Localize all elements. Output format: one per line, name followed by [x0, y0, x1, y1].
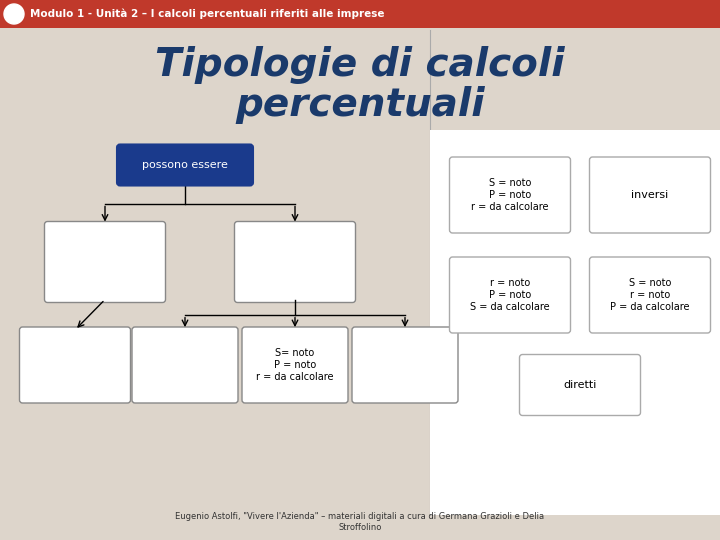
Text: Modulo 1 - Unità 2 – I calcoli percentuali riferiti alle imprese: Modulo 1 - Unità 2 – I calcoli percentua… [30, 9, 384, 19]
Text: r = noto
P = noto
S = da calcolare: r = noto P = noto S = da calcolare [470, 279, 550, 312]
Text: S = noto
r = noto
P = da calcolare: S = noto r = noto P = da calcolare [611, 279, 690, 312]
Text: inversi: inversi [631, 190, 669, 200]
Circle shape [4, 4, 24, 24]
FancyBboxPatch shape [520, 354, 641, 415]
Text: S = noto
P = noto
r = da calcolare: S = noto P = noto r = da calcolare [472, 178, 549, 212]
FancyBboxPatch shape [590, 257, 711, 333]
Text: Eugenio Astolfi, "Vivere l'Azienda" – materiali digitali a cura di Germana Grazi: Eugenio Astolfi, "Vivere l'Azienda" – ma… [176, 512, 544, 532]
Text: Tipologie di calcoli: Tipologie di calcoli [156, 46, 564, 84]
Text: diretti: diretti [563, 380, 597, 390]
FancyBboxPatch shape [590, 157, 711, 233]
FancyBboxPatch shape [449, 157, 570, 233]
Text: possono essere: possono essere [142, 160, 228, 170]
FancyBboxPatch shape [352, 327, 458, 403]
Text: percentuali: percentuali [235, 86, 485, 124]
FancyBboxPatch shape [117, 145, 253, 186]
FancyBboxPatch shape [242, 327, 348, 403]
FancyBboxPatch shape [19, 327, 130, 403]
FancyBboxPatch shape [0, 0, 720, 28]
FancyBboxPatch shape [235, 221, 356, 302]
FancyBboxPatch shape [449, 257, 570, 333]
Text: S= noto
P = noto
r = da calcolare: S= noto P = noto r = da calcolare [256, 348, 334, 382]
FancyBboxPatch shape [132, 327, 238, 403]
FancyBboxPatch shape [45, 221, 166, 302]
FancyBboxPatch shape [430, 130, 720, 515]
